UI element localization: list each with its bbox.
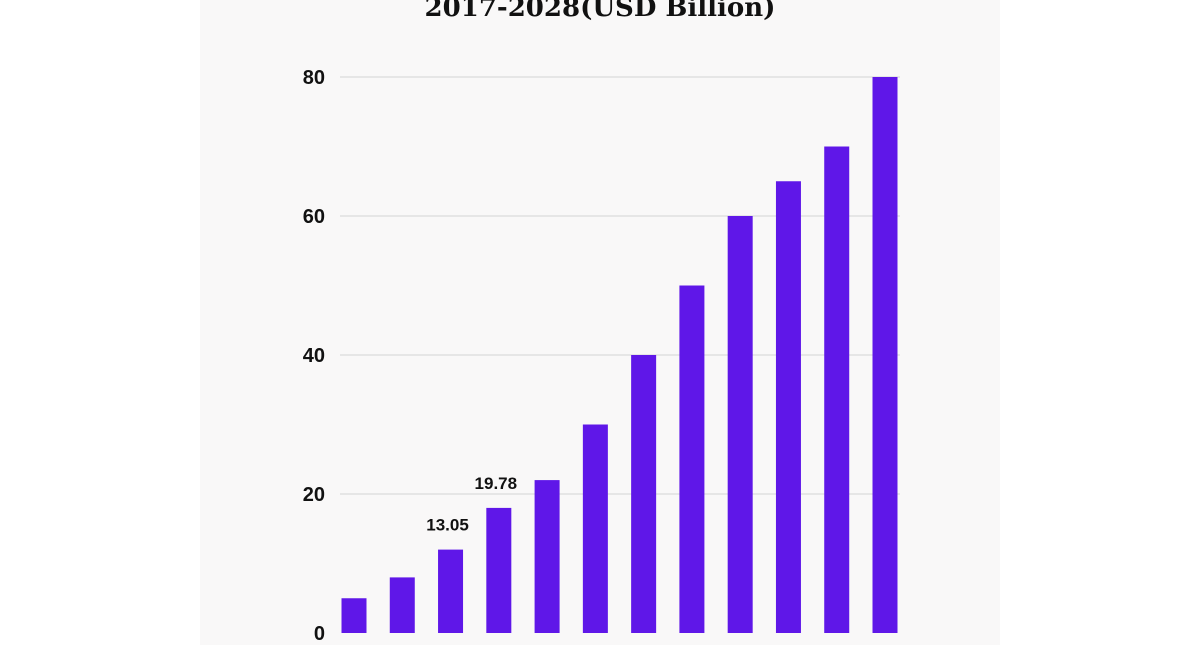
- bar: [776, 181, 801, 633]
- bar: [390, 577, 415, 633]
- bar: [486, 508, 511, 633]
- bar: [438, 550, 463, 633]
- bar: [679, 286, 704, 634]
- bar: [342, 598, 367, 633]
- bar: [583, 425, 608, 634]
- bar: [824, 147, 849, 634]
- y-tick-label: 60: [303, 206, 325, 228]
- y-tick-label: 0: [314, 623, 325, 645]
- bar: [728, 216, 753, 633]
- bar: [535, 480, 560, 633]
- bar-data-label: 19.78: [475, 474, 518, 493]
- y-tick-label: 80: [303, 67, 325, 89]
- grid-layer: [340, 77, 900, 494]
- y-tick-label: 40: [303, 345, 325, 367]
- bar-data-label: 13.05: [426, 516, 469, 535]
- bar: [873, 77, 898, 633]
- y-tick-label: 20: [303, 484, 325, 506]
- bar-chart: 0 20 40 60 80 13.05 19.78: [0, 0, 1200, 645]
- bar: [631, 355, 656, 633]
- y-axis-ticks: 0 20 40 60 80: [303, 67, 325, 645]
